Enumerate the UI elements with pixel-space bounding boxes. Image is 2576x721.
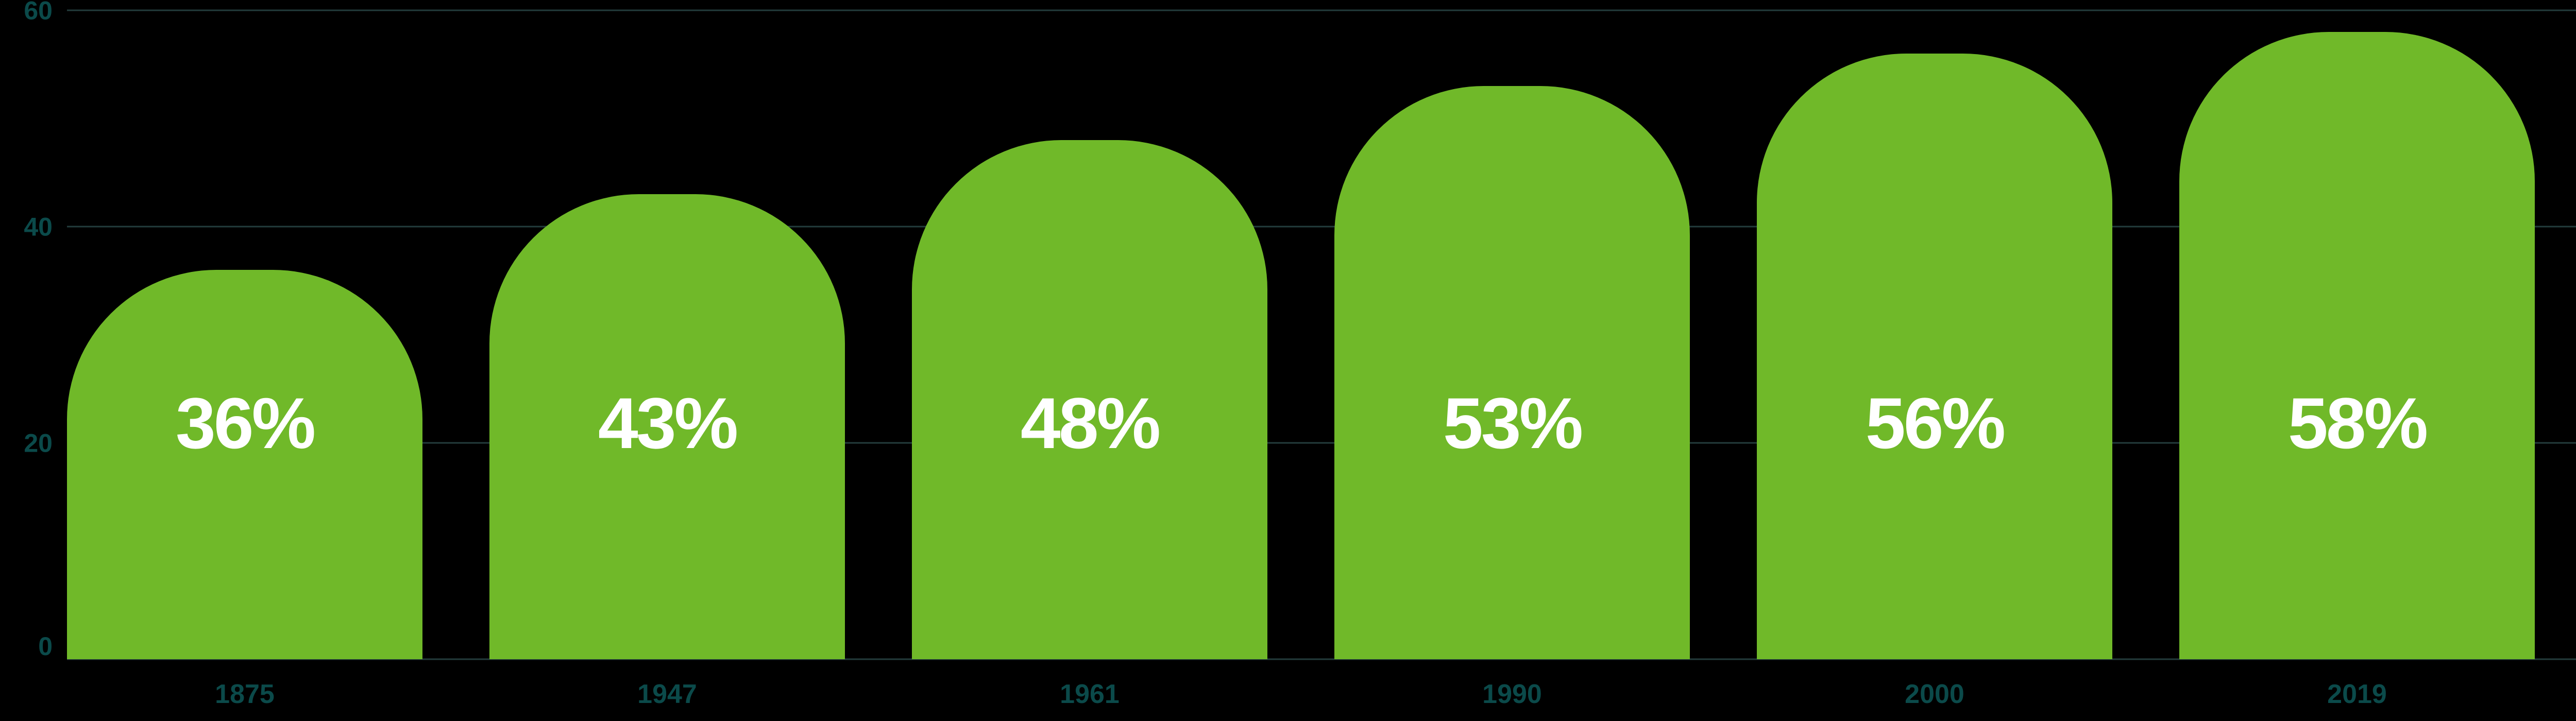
percentage-bar-chart: 0 20 40 60 36% 1875 43% 1947 48% 1961 53% 1990 56% 20… [0,0,2576,721]
bar [2179,32,2535,659]
x-tick-label: 1990 [1482,679,1542,709]
x-tick-label: 2000 [1905,679,1964,709]
bar-value-label: 43% [598,383,737,464]
y-tick-label: 20 [24,429,53,458]
bar-value-label: 53% [1443,383,1582,464]
bar [67,270,422,659]
x-tick-label: 1875 [215,679,275,709]
y-tick-label: 60 [24,0,53,25]
y-tick-label: 0 [38,632,53,661]
bar [1757,54,2112,659]
bar-value-label: 36% [176,383,314,464]
y-tick-label: 40 [24,213,53,242]
x-tick-label: 2019 [2327,679,2387,709]
x-tick-label: 1961 [1060,679,1120,709]
bar-value-label: 58% [2288,383,2427,464]
bar [1334,86,1690,659]
bar-value-label: 48% [1021,383,1159,464]
x-tick-label: 1947 [637,679,697,709]
bar-value-label: 56% [1866,383,2004,464]
